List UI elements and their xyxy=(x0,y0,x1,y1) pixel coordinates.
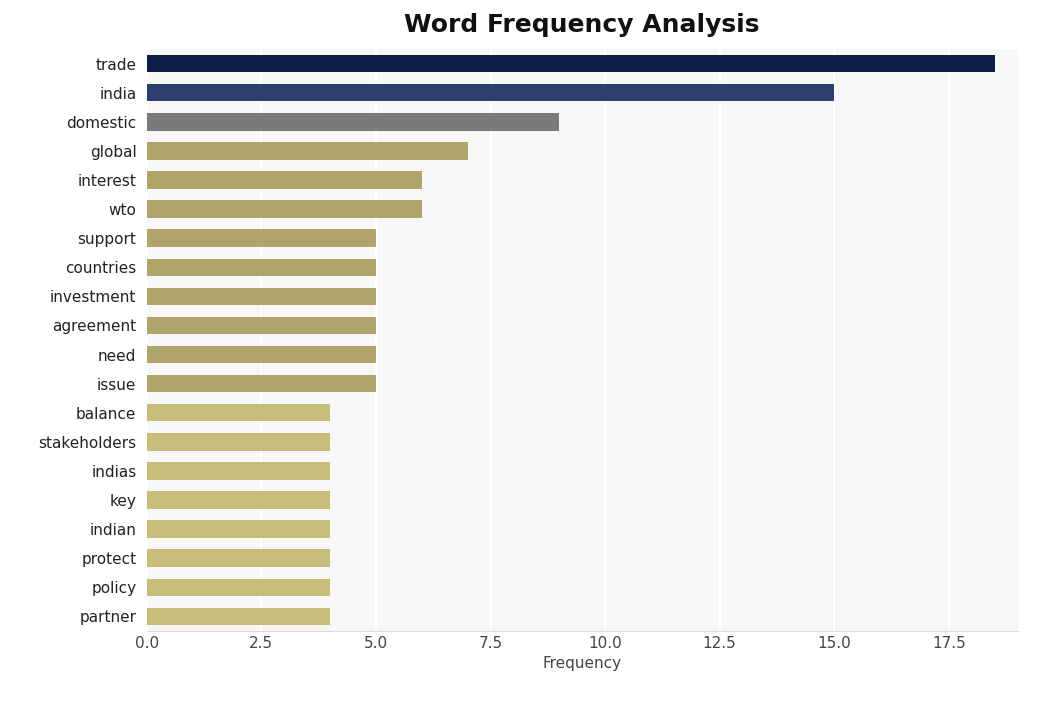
Bar xyxy=(147,55,994,72)
Title: Word Frequency Analysis: Word Frequency Analysis xyxy=(405,13,759,37)
Bar xyxy=(147,113,559,130)
Bar xyxy=(147,229,376,247)
Bar xyxy=(147,608,330,625)
Bar xyxy=(147,259,376,276)
Bar xyxy=(147,404,330,421)
Bar xyxy=(147,346,376,363)
Bar xyxy=(147,171,422,189)
Bar xyxy=(147,200,422,218)
Bar xyxy=(147,520,330,538)
Bar xyxy=(147,578,330,596)
Bar xyxy=(147,142,468,160)
Bar xyxy=(147,375,376,393)
X-axis label: Frequency: Frequency xyxy=(542,656,622,672)
Bar xyxy=(147,84,834,102)
Bar xyxy=(147,462,330,479)
Bar xyxy=(147,317,376,334)
Bar xyxy=(147,433,330,451)
Bar xyxy=(147,550,330,567)
Bar xyxy=(147,287,376,305)
Bar xyxy=(147,491,330,509)
